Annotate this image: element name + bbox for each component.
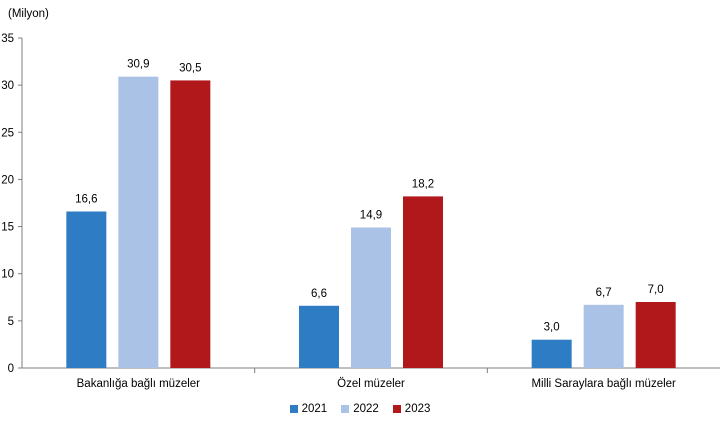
bar-2021	[299, 305, 339, 368]
bar-2022	[351, 227, 391, 368]
data-label-2021: 6,6	[311, 288, 327, 300]
legend-swatch-2023	[392, 405, 401, 413]
data-label-2022: 14,9	[360, 210, 382, 222]
bar-2023	[403, 196, 443, 368]
x-category-label: Özel müzeler	[337, 378, 405, 390]
legend-label-2021: 2021	[301, 403, 328, 415]
legend-label-2023: 2023	[404, 403, 431, 415]
x-category-label: Milli Saraylara bağlı müzeler	[531, 378, 676, 390]
bar-2022	[118, 76, 159, 369]
bar-2023	[635, 302, 676, 368]
y-tick-label: 10	[1, 269, 14, 281]
x-category-label: Bakanlığa bağlı müzeler	[77, 378, 201, 390]
data-label-2022: 30,9	[127, 59, 149, 71]
bar-2021	[66, 211, 107, 368]
bar-2022	[583, 304, 624, 368]
data-label-2023: 30,5	[179, 62, 201, 74]
y-tick-label: 35	[1, 33, 14, 45]
legend-label-2022: 2022	[353, 403, 379, 415]
legend-item-2021: 2021	[289, 403, 328, 415]
legend-swatch-2022	[341, 405, 350, 413]
data-label-2022: 6,7	[596, 287, 612, 299]
bar-2021	[531, 339, 572, 368]
data-label-2021: 3,0	[544, 322, 560, 334]
y-tick-label: 25	[1, 127, 14, 139]
legend: 2021 2022 2023	[0, 403, 720, 415]
legend-item-2023: 2023	[392, 403, 431, 415]
legend-swatch-2021	[289, 405, 298, 413]
data-label-2023: 18,2	[412, 178, 434, 190]
y-tick-label: 20	[1, 174, 14, 186]
legend-item-2022: 2022	[341, 403, 379, 415]
y-tick-label: 30	[1, 80, 14, 92]
y-tick-label: 15	[1, 222, 14, 234]
bar-2023	[170, 80, 211, 368]
y-tick-label: 5	[8, 316, 14, 328]
data-label-2023: 7,0	[648, 284, 664, 296]
y-tick-label: 0	[8, 363, 14, 375]
unit-label: (Milyon)	[8, 8, 49, 20]
data-label-2021: 16,6	[75, 193, 97, 205]
